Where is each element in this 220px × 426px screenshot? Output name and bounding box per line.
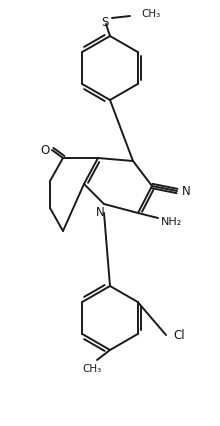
Text: N: N (182, 185, 190, 198)
Text: Cl: Cl (173, 329, 185, 342)
Text: N: N (96, 206, 104, 219)
Text: O: O (40, 144, 50, 157)
Text: NH₂: NH₂ (160, 216, 182, 227)
Text: CH₃: CH₃ (141, 9, 160, 19)
Text: CH₃: CH₃ (82, 363, 102, 373)
Text: S: S (101, 15, 109, 29)
